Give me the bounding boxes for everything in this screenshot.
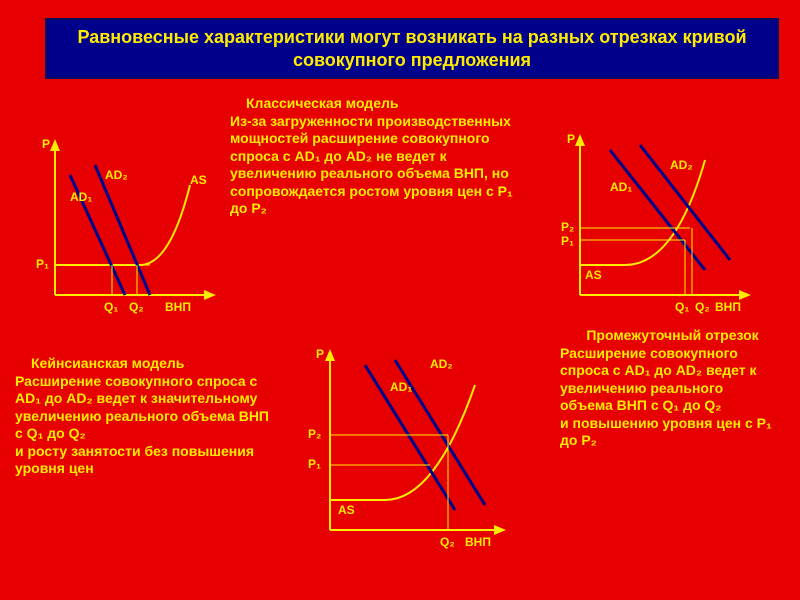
label-q2: Q₂: [129, 300, 144, 314]
text-keynesian: Кейнсианская модель Расширение совокупно…: [15, 355, 275, 478]
axis-p: P: [42, 137, 50, 151]
text-intermediate: Промежуточный отрезок Расширение совокуп…: [560, 327, 785, 450]
keynesian-body: Расширение совокупного спроса с AD₁ до A…: [15, 373, 275, 478]
label-q1: Q₁: [675, 300, 689, 314]
label-q1: Q₁: [104, 300, 118, 314]
label-p1: P₁: [308, 457, 321, 471]
label-vnp: ВНП: [715, 300, 741, 314]
keynesian-title: Кейнсианская модель: [15, 355, 275, 373]
label-p2: P₂: [308, 427, 321, 441]
label-ad2: AD₂: [430, 357, 453, 371]
label-as: AS: [338, 503, 355, 517]
chart-keynesian: P P₁ AD₁ AD₂ AS Q₁ Q₂ ВНП: [30, 135, 220, 325]
title-banner: Равновесные характеристики могут возника…: [45, 18, 779, 79]
slide: Равновесные характеристики могут возника…: [0, 0, 800, 600]
label-p1: P₁: [36, 257, 49, 271]
label-as: AS: [585, 268, 602, 282]
label-ad1: AD₁: [390, 380, 412, 394]
axis-p: P: [316, 347, 324, 361]
label-p1: P₁: [561, 234, 574, 248]
chart-intermediate: P P₂ P₁ AD₁ AD₂ AS Q₂ ВНП: [300, 345, 510, 560]
label-q2: Q₂: [695, 300, 710, 314]
label-as: AS: [190, 173, 207, 187]
intermediate-body: Расширение совокупного спроса с AD₁ до A…: [560, 345, 785, 450]
label-vnp: ВНП: [465, 535, 491, 549]
label-ad1: AD₁: [610, 180, 632, 194]
classical-body: Из-за загруженности производственных мощ…: [230, 113, 520, 218]
label-vnp: ВНП: [165, 300, 191, 314]
classical-title: Классическая модель: [230, 95, 520, 113]
label-ad2: AD₂: [670, 158, 693, 172]
label-q2: Q₂: [440, 535, 455, 549]
label-ad1: AD₁: [70, 190, 92, 204]
label-p2: P₂: [561, 220, 574, 234]
chart-classical: P P₂ P₁ AD₁ AD₂ AS Q₁ Q₂ ВНП: [555, 130, 755, 325]
axis-p: P: [567, 132, 575, 146]
label-ad2: AD₂: [105, 168, 128, 182]
text-classical: Классическая модель Из-за загруженности …: [230, 95, 520, 218]
intermediate-title: Промежуточный отрезок: [560, 327, 785, 345]
